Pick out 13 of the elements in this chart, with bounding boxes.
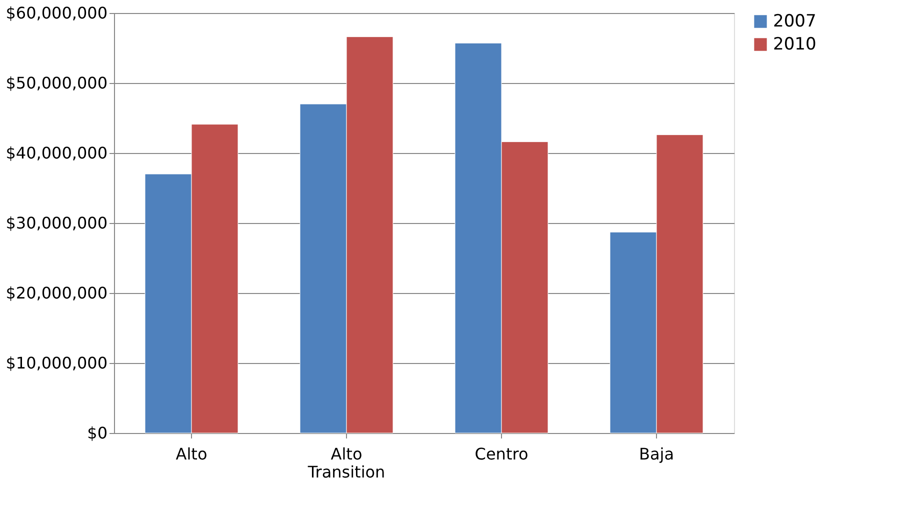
y-tick-label: $0: [87, 424, 108, 442]
y-tick-label: $10,000,000: [6, 354, 108, 372]
y-tick-label: $30,000,000: [6, 214, 108, 232]
y-tick-label: $50,000,000: [6, 74, 108, 92]
x-tick-label: Alto: [176, 444, 208, 464]
x-tick-label: Baja: [638, 444, 674, 464]
y-tick-label: $40,000,000: [6, 144, 108, 162]
y-tick-label: $60,000,000: [6, 4, 108, 22]
x-tick-label: Alto Transition: [306, 444, 386, 482]
x-tick-label: Centro: [474, 444, 528, 464]
y-tick-label: $20,000,000: [6, 284, 108, 302]
legend-label: 2010: [773, 34, 816, 54]
legend-label: 2007: [773, 12, 816, 32]
